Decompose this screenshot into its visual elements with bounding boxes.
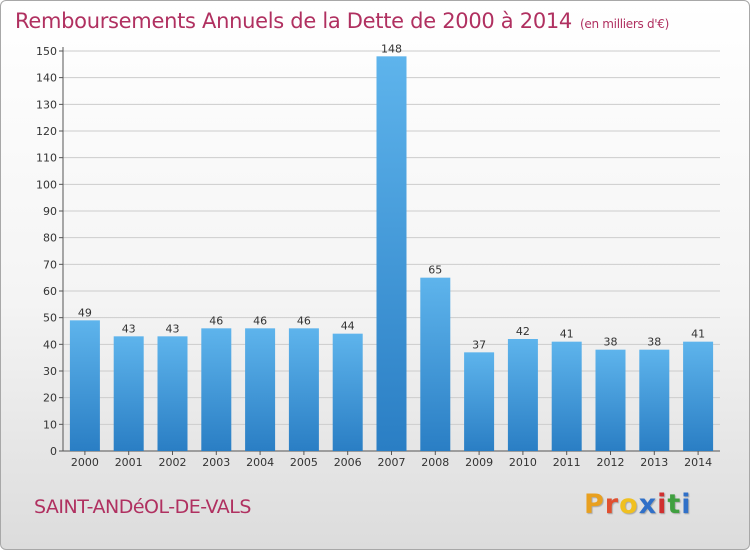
data-label-2003: 46 — [209, 314, 223, 327]
bar-2009[interactable] — [464, 352, 495, 451]
bar-2011[interactable] — [551, 341, 582, 451]
y-tick-label: 150 — [36, 45, 57, 58]
labels: 49 2000 43 2001 43 2002 46 2003 46 2004 46 2005 44 20… — [71, 42, 712, 469]
bar-2000[interactable] — [69, 320, 100, 451]
bar-2010[interactable] — [507, 339, 538, 451]
chart-unit: (en milliers d'€) — [580, 17, 670, 31]
proxiti-logo[interactable]: Proxiti — [584, 489, 692, 520]
data-label-2000: 49 — [78, 306, 92, 319]
x-tick-label-2012: 2012 — [597, 456, 625, 469]
x-tick-label-2000: 2000 — [71, 456, 99, 469]
bars — [69, 56, 714, 451]
bar-2005[interactable] — [288, 328, 319, 451]
y-tick-label: 90 — [43, 205, 57, 218]
logo-letter: x — [638, 489, 658, 520]
axes: 0 10 20 30 40 50 60 70 80 90 100 110 120 130 140 150 — [36, 45, 720, 458]
chart-title-text: Remboursements Annuels de la Dette de 20… — [15, 9, 572, 33]
data-label-2001: 43 — [122, 322, 136, 335]
logo-letter: o — [619, 489, 639, 520]
logo-letter: r — [604, 489, 620, 520]
y-tick-label: 130 — [36, 98, 57, 111]
y-tick-label: 30 — [43, 365, 57, 378]
data-label-2011: 41 — [560, 328, 574, 341]
logo-letter: P — [584, 489, 605, 520]
bar-2002[interactable] — [157, 336, 188, 451]
bar-2006[interactable] — [332, 333, 363, 451]
y-tick-label: 120 — [36, 125, 57, 138]
bar-2004[interactable] — [245, 328, 276, 451]
commune-name: SAINT-ANDéOL-DE-VALS — [34, 496, 251, 518]
bar-2013[interactable] — [639, 349, 670, 451]
x-tick-label-2002: 2002 — [159, 456, 187, 469]
y-tick-label: 100 — [36, 178, 57, 191]
y-tick-label: 60 — [43, 285, 57, 298]
y-tick-label: 0 — [50, 445, 57, 458]
y-tick-label: 40 — [43, 338, 57, 351]
data-label-2002: 43 — [166, 322, 180, 335]
x-tick-label-2013: 2013 — [640, 456, 668, 469]
y-tick-label: 10 — [43, 418, 57, 431]
x-tick-label-2001: 2001 — [115, 456, 143, 469]
x-tick-label-2008: 2008 — [421, 456, 449, 469]
data-label-2006: 44 — [341, 320, 355, 333]
data-label-2005: 46 — [297, 314, 311, 327]
x-tick-label-2007: 2007 — [378, 456, 406, 469]
y-tick-label: 50 — [43, 312, 57, 325]
bar-2008[interactable] — [420, 277, 451, 451]
x-tick-label-2006: 2006 — [334, 456, 362, 469]
data-label-2010: 42 — [516, 325, 530, 338]
bar-2014[interactable] — [683, 341, 714, 451]
chart-title: Remboursements Annuels de la Dette de 20… — [15, 9, 669, 33]
logo-letter: i — [681, 489, 692, 520]
data-label-2009: 37 — [472, 338, 486, 351]
y-tick-label: 110 — [36, 152, 57, 165]
x-tick-label-2003: 2003 — [202, 456, 230, 469]
bar-2012[interactable] — [595, 349, 626, 451]
x-tick-label-2004: 2004 — [246, 456, 274, 469]
bar-2001[interactable] — [113, 336, 144, 451]
y-tick-label: 80 — [43, 232, 57, 245]
data-label-2007: 148 — [381, 42, 402, 55]
x-tick-label-2010: 2010 — [509, 456, 537, 469]
bar-2007[interactable] — [376, 56, 407, 451]
y-tick-label: 70 — [43, 258, 57, 271]
x-tick-label-2014: 2014 — [684, 456, 712, 469]
data-label-2008: 65 — [428, 264, 442, 277]
data-label-2013: 38 — [647, 336, 661, 349]
y-tick-label: 20 — [43, 392, 57, 405]
data-label-2004: 46 — [253, 314, 267, 327]
logo-letter: t — [667, 489, 682, 520]
bar-2003[interactable] — [201, 328, 232, 451]
x-tick-label-2011: 2011 — [553, 456, 581, 469]
y-tick-label: 140 — [36, 72, 57, 85]
x-tick-label-2005: 2005 — [290, 456, 318, 469]
x-tick-label-2009: 2009 — [465, 456, 493, 469]
data-label-2014: 41 — [691, 328, 705, 341]
data-label-2012: 38 — [604, 336, 618, 349]
logo-letter: i — [657, 489, 668, 520]
